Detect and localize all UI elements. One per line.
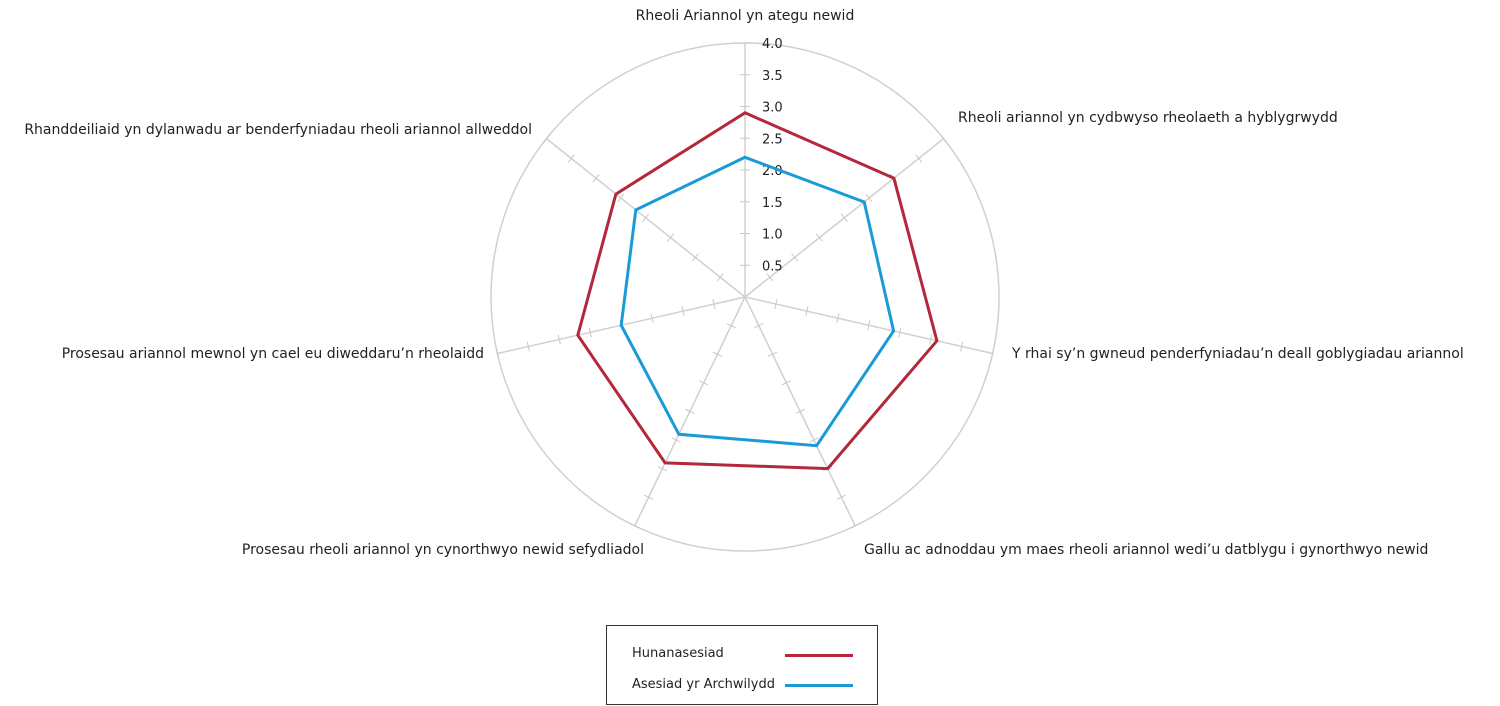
axis-label: Rheoli Ariannol yn ategu newid [636, 8, 855, 24]
grid-tick [754, 322, 764, 329]
grid-tick [712, 351, 723, 357]
grid-tick [691, 253, 699, 262]
grid-tick [805, 306, 809, 317]
grid-tick [657, 466, 668, 472]
tick-label: 4.0 [762, 37, 783, 52]
legend-label-auditor-assessment: Asesiad yr Archwilydd [632, 677, 775, 692]
grid-tick [617, 193, 625, 203]
grid-tick [898, 327, 902, 338]
series-line-1 [619, 155, 896, 448]
grid-tick [781, 380, 792, 386]
grid-tick [795, 408, 805, 415]
tick-label: 0.5 [762, 259, 783, 274]
tick-label: 2.0 [762, 164, 783, 179]
grid-tick [960, 341, 964, 352]
tick-label: 3.5 [762, 69, 783, 84]
legend-swatch-auditor-assessment [785, 684, 853, 687]
legend-swatch-self-assessment [785, 654, 853, 657]
legend-label-self-assessment: Hunanasesiad [632, 646, 724, 661]
grid-tick [542, 134, 550, 143]
grid-tick [929, 334, 933, 345]
grid-tick [915, 154, 923, 163]
grid-tick [791, 253, 799, 262]
grid-tick [650, 313, 654, 324]
grid-tick [671, 437, 681, 443]
axis-label: Prosesau rheoli ariannol yn cynorthwyo n… [242, 542, 644, 558]
grid-tick [667, 233, 675, 242]
grid-tick [940, 134, 948, 143]
grid-tick [698, 380, 709, 386]
legend-item-auditor-assessment: Asesiad yr Archwilydd [632, 677, 775, 692]
grid-tick [681, 306, 685, 317]
grid-tick [850, 523, 860, 529]
tick-label: 3.0 [762, 101, 783, 116]
grid-tick [774, 299, 778, 310]
grid-tick [767, 351, 778, 357]
grid-tick [809, 437, 819, 443]
grid-tick [642, 213, 650, 223]
axis-label: Prosesau ariannol mewnol yn cael eu diwe… [62, 346, 484, 362]
grid-tick [840, 213, 848, 223]
grid-tick [865, 193, 873, 203]
grid-tick [991, 348, 995, 359]
grid-tick [567, 154, 575, 163]
legend: Hunanasesiad Asesiad yr Archwilydd [606, 625, 878, 705]
grid-tick [726, 322, 736, 329]
grid-tick [557, 334, 561, 345]
grid-tick [836, 313, 840, 324]
grid-tick [630, 523, 640, 529]
grid-tick [588, 327, 592, 338]
axis-label: Y rhai sy’n gwneud penderfyniadau’n deal… [1011, 346, 1464, 362]
tick-label: 1.0 [762, 228, 783, 243]
tick-label: 1.5 [762, 196, 783, 211]
grid-tick [643, 494, 654, 500]
grid-tick [526, 341, 530, 352]
legend-item-self-assessment: Hunanasesiad [632, 646, 724, 661]
grid-tick [685, 408, 695, 415]
grid-tick [867, 320, 871, 331]
grid-tick [766, 272, 774, 282]
grid-tick [712, 299, 716, 310]
grid-tick [495, 348, 499, 359]
grid-tick [716, 272, 724, 282]
grid-tick [592, 174, 600, 183]
grid-tick [815, 233, 823, 242]
grid-tick [836, 494, 847, 500]
series-line-0 [576, 111, 939, 471]
axis-label: Gallu ac adnoddau ym maes rheoli arianno… [864, 542, 1428, 558]
axis-label: Rhanddeiliaid yn dylanwadu ar benderfyni… [24, 122, 532, 138]
tick-label: 2.5 [762, 132, 783, 147]
axis-label: Rheoli ariannol yn cydbwyso rheolaeth a … [958, 110, 1338, 126]
